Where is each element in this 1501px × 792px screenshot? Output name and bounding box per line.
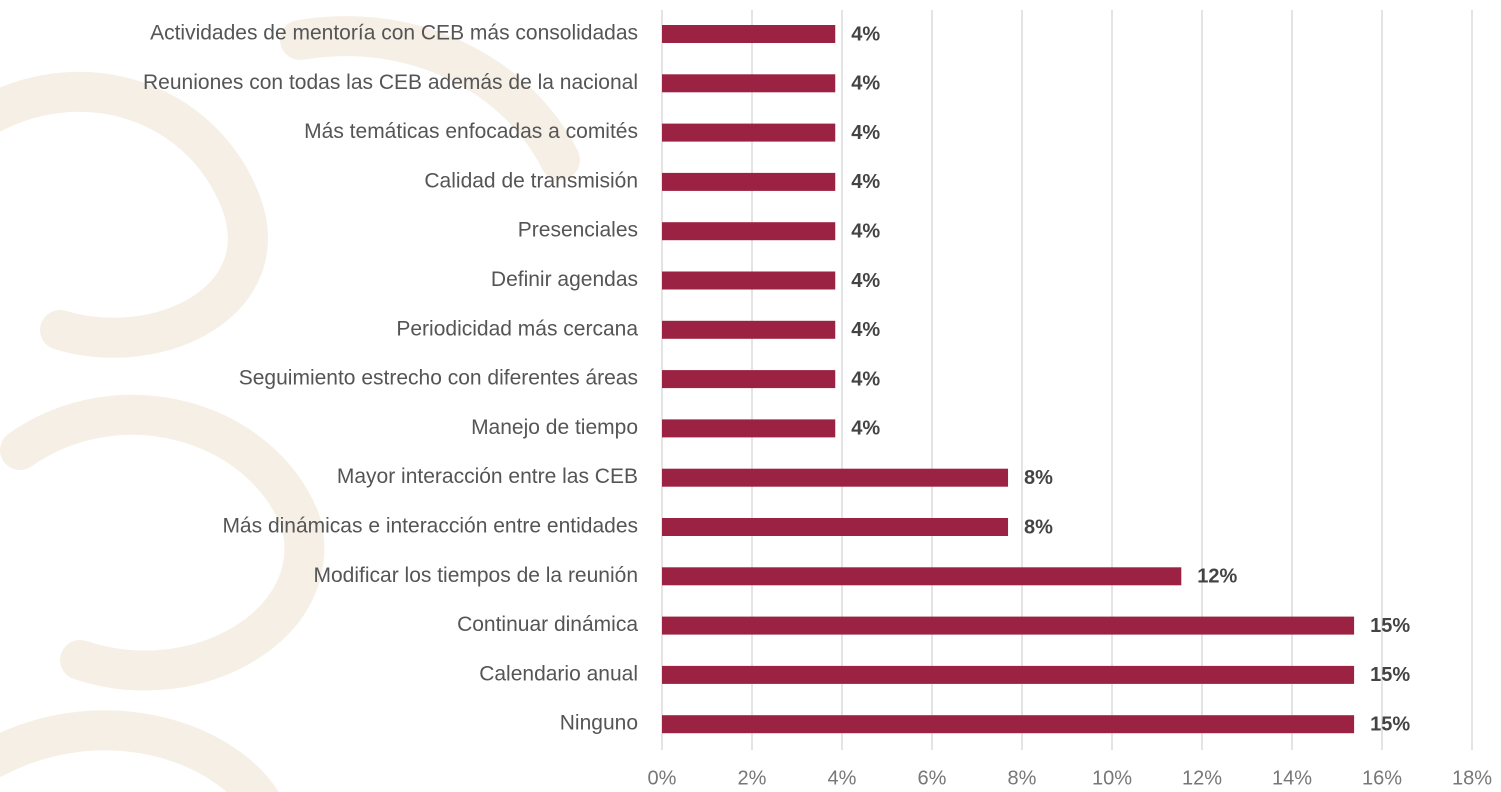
x-tick-label: 16% <box>1362 767 1402 789</box>
x-tick-label: 4% <box>828 767 857 789</box>
bar <box>662 271 836 290</box>
data-label: 15% <box>1370 713 1410 735</box>
x-tick-label: 2% <box>738 767 767 789</box>
data-label: 4% <box>851 73 880 95</box>
bar <box>662 419 836 438</box>
bar <box>662 222 836 241</box>
x-tick-label: 0% <box>648 767 677 789</box>
y-tick-label: Periodicidad más cercana <box>396 317 638 340</box>
data-label: 15% <box>1370 615 1410 637</box>
bar <box>662 172 836 191</box>
pattern-stroke <box>0 710 279 792</box>
data-label: 4% <box>851 171 880 193</box>
y-tick-label: Más temáticas enfocadas a comités <box>304 120 638 143</box>
y-tick-label: Continuar dinámica <box>457 613 638 636</box>
x-tick-label: 18% <box>1452 767 1492 789</box>
y-tick-label: Mayor interacción entre las CEB <box>337 465 638 488</box>
y-tick-label: Seguimiento estrecho con diferentes área… <box>239 367 638 390</box>
bar <box>662 518 1009 536</box>
y-tick-label: Manejo de tiempo <box>471 416 638 439</box>
x-tick-label: 14% <box>1272 767 1312 789</box>
bar <box>662 320 836 339</box>
data-label: 15% <box>1370 664 1410 686</box>
y-tick-label: Calidad de transmisión <box>424 169 638 192</box>
data-label: 8% <box>1024 516 1053 538</box>
background-pattern <box>0 16 580 792</box>
data-label: 12% <box>1197 566 1237 588</box>
y-tick-label: Ninguno <box>560 712 638 735</box>
data-label: 4% <box>851 122 880 144</box>
y-tick-label: Actividades de mentoría con CEB más cons… <box>150 22 638 45</box>
bar <box>662 616 1355 635</box>
bar <box>662 468 1009 487</box>
bar <box>662 25 836 43</box>
data-label: 4% <box>851 220 880 242</box>
x-tick-label: 12% <box>1182 767 1222 789</box>
data-label: 4% <box>851 319 880 341</box>
data-label: 4% <box>851 368 880 390</box>
bar <box>662 715 1355 734</box>
y-tick-label: Reuniones con todas las CEB además de la… <box>143 71 638 94</box>
data-label: 4% <box>851 23 880 45</box>
y-tick-label: Presenciales <box>518 219 638 242</box>
y-tick-label: Más dinámicas e interacción entre entida… <box>222 515 638 538</box>
data-label: 4% <box>851 418 880 440</box>
data-label: 4% <box>851 270 880 292</box>
y-tick-label: Modificar los tiempos de la reunión <box>314 564 639 587</box>
x-tick-label: 8% <box>1008 767 1037 789</box>
y-tick-label: Definir agendas <box>491 268 638 291</box>
x-tick-label: 10% <box>1092 767 1132 789</box>
data-label: 8% <box>1024 467 1053 489</box>
pattern-stroke <box>0 394 325 691</box>
pattern-stroke <box>280 16 580 180</box>
bar <box>662 567 1182 586</box>
bar <box>662 74 836 93</box>
bar <box>662 123 836 142</box>
bar <box>662 370 836 389</box>
x-tick-label: 6% <box>918 767 947 789</box>
y-tick-label: Calendario anual <box>479 662 638 685</box>
bar <box>662 665 1355 684</box>
pattern-stroke <box>0 71 268 358</box>
